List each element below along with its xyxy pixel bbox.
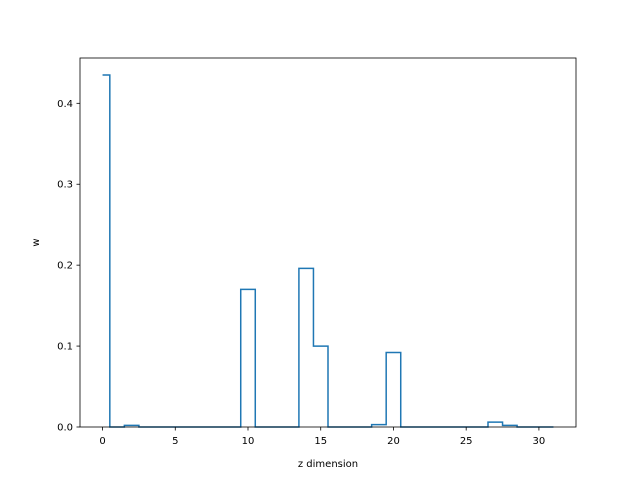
x-tick-label: 0 xyxy=(99,436,105,447)
x-axis-label: z dimension xyxy=(298,459,358,470)
y-axis: 0.0 0.1 0.2 0.3 0.4 xyxy=(57,99,80,434)
x-tick-label: 30 xyxy=(533,436,546,447)
x-tick-label: 5 xyxy=(172,436,178,447)
x-tick-label: 15 xyxy=(314,436,327,447)
y-tick-label: 0.0 xyxy=(57,423,73,434)
x-tick-label: 20 xyxy=(387,436,400,447)
y-tick-label: 0.1 xyxy=(57,342,73,353)
y-tick-label: 0.4 xyxy=(57,99,73,110)
x-axis: 0 5 10 15 20 25 30 xyxy=(99,427,545,447)
y-tick-label: 0.3 xyxy=(57,180,73,191)
x-tick-label: 10 xyxy=(242,436,255,447)
axes-frame xyxy=(79,57,577,428)
y-axis-label: w xyxy=(31,238,42,246)
y-tick-label: 0.2 xyxy=(57,261,73,272)
x-tick-label: 25 xyxy=(460,436,473,447)
